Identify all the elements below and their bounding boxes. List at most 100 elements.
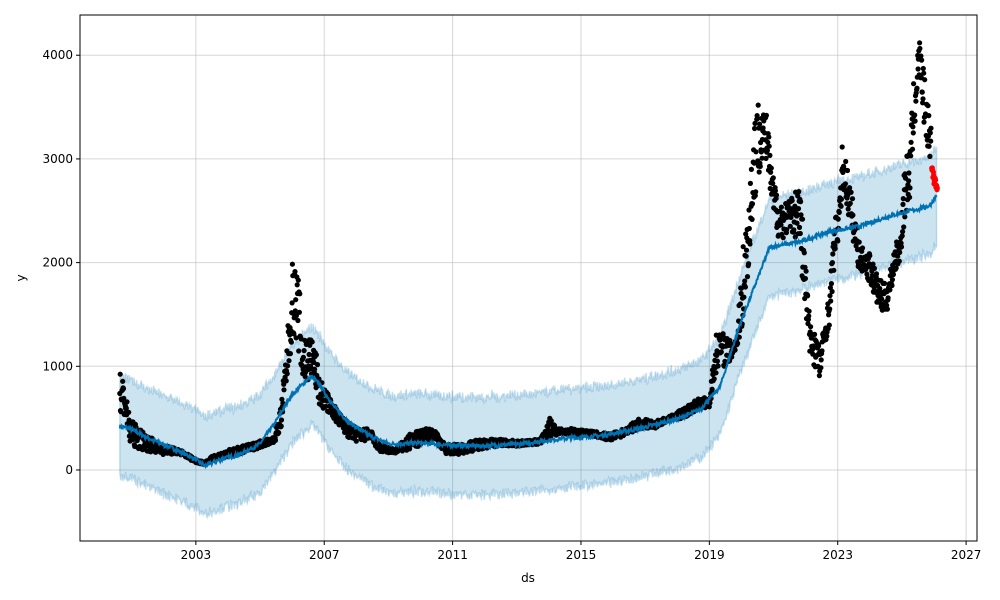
actual-point bbox=[887, 287, 893, 293]
actual-point bbox=[742, 278, 748, 284]
actual-point bbox=[899, 233, 905, 239]
actual-point bbox=[754, 115, 761, 122]
actual-point bbox=[829, 260, 836, 266]
actual-point bbox=[778, 222, 784, 228]
actual-point bbox=[757, 121, 763, 127]
actual-point bbox=[293, 335, 299, 341]
actual-point bbox=[870, 261, 876, 267]
actual-point bbox=[291, 331, 297, 337]
actual-point bbox=[743, 247, 750, 253]
actual-point bbox=[908, 153, 914, 159]
actual-point bbox=[752, 193, 758, 199]
actual-point bbox=[842, 181, 849, 187]
x-tick-label: 2007 bbox=[309, 548, 340, 562]
actual-point bbox=[117, 371, 123, 377]
actual-point bbox=[711, 376, 717, 382]
actual-point bbox=[738, 285, 745, 291]
actual-point bbox=[752, 125, 758, 132]
actual-point bbox=[749, 216, 755, 222]
actual-point bbox=[890, 271, 897, 278]
actual-point bbox=[407, 446, 413, 452]
actual-point bbox=[738, 290, 744, 297]
actual-point bbox=[755, 102, 761, 108]
actual-point bbox=[845, 206, 851, 212]
y-tick-label: 4000 bbox=[42, 48, 73, 62]
actual-point bbox=[737, 301, 744, 307]
actual-point bbox=[805, 293, 811, 299]
actual-point bbox=[917, 45, 923, 52]
actual-point bbox=[717, 337, 723, 343]
actual-point bbox=[925, 103, 931, 109]
actual-point bbox=[746, 225, 752, 232]
actual-point bbox=[912, 118, 918, 124]
uncertainty-band bbox=[119, 145, 938, 520]
actual-point bbox=[806, 308, 812, 314]
actual-point bbox=[293, 313, 299, 319]
actual-point bbox=[747, 180, 754, 186]
actual-point bbox=[919, 89, 925, 95]
actual-point bbox=[296, 309, 302, 315]
actual-point bbox=[292, 269, 298, 275]
test-point bbox=[934, 185, 940, 191]
actual-point bbox=[801, 250, 807, 256]
actual-point bbox=[797, 230, 803, 237]
actual-point bbox=[120, 378, 126, 384]
actual-point bbox=[300, 354, 306, 360]
actual-point bbox=[276, 430, 282, 436]
actual-point bbox=[740, 244, 746, 250]
actual-point bbox=[803, 268, 809, 274]
actual-point bbox=[301, 348, 307, 354]
actual-point bbox=[288, 339, 294, 345]
actual-point bbox=[283, 378, 289, 384]
actual-point bbox=[867, 253, 873, 259]
actual-point bbox=[907, 194, 913, 200]
actual-point bbox=[893, 265, 899, 271]
test-points bbox=[929, 165, 940, 193]
actual-point bbox=[796, 189, 802, 195]
actual-point bbox=[313, 352, 319, 358]
x-tick-label: 2019 bbox=[694, 548, 725, 562]
actual-point bbox=[766, 134, 772, 140]
actual-point bbox=[706, 404, 712, 410]
y-axis-ticks: 0 1000 2000 3000 4000 bbox=[42, 48, 80, 477]
actual-point bbox=[124, 399, 130, 405]
actual-point bbox=[767, 152, 773, 158]
actual-point bbox=[293, 297, 299, 303]
actual-point bbox=[848, 189, 854, 195]
x-tick-label: 2027 bbox=[951, 548, 982, 562]
actual-point bbox=[927, 153, 933, 159]
actual-point bbox=[798, 212, 804, 218]
actual-point bbox=[913, 98, 919, 104]
x-axis-ticks: 2003 2007 2011 2015 2019 2023 2027 bbox=[181, 541, 982, 562]
actual-point bbox=[927, 130, 933, 136]
actual-point bbox=[746, 261, 752, 267]
actual-point bbox=[798, 199, 804, 205]
actual-point bbox=[760, 125, 766, 131]
actual-point bbox=[791, 227, 797, 233]
actual-point bbox=[908, 139, 914, 145]
actual-point bbox=[714, 358, 721, 364]
actual-point bbox=[898, 244, 905, 250]
actual-point bbox=[323, 403, 329, 409]
actual-point bbox=[910, 124, 916, 130]
actual-point bbox=[917, 40, 923, 46]
axes-frame bbox=[79, 14, 978, 542]
actual-point bbox=[849, 196, 856, 202]
actual-point bbox=[306, 351, 312, 358]
actual-point bbox=[859, 245, 866, 251]
actual-point bbox=[900, 196, 906, 202]
actual-point bbox=[121, 395, 127, 401]
actual-point bbox=[911, 81, 917, 87]
actual-point bbox=[838, 196, 845, 202]
actual-point bbox=[747, 241, 753, 247]
actual-point bbox=[900, 201, 906, 207]
actual-point bbox=[297, 291, 303, 297]
actual-point bbox=[794, 220, 800, 226]
actual-point bbox=[770, 175, 776, 181]
yhat-line bbox=[118, 194, 938, 470]
actual-point bbox=[312, 366, 318, 372]
actual-point bbox=[828, 281, 835, 287]
actual-point bbox=[906, 178, 912, 184]
actual-point bbox=[850, 212, 856, 218]
x-tick-label: 2011 bbox=[437, 548, 468, 562]
